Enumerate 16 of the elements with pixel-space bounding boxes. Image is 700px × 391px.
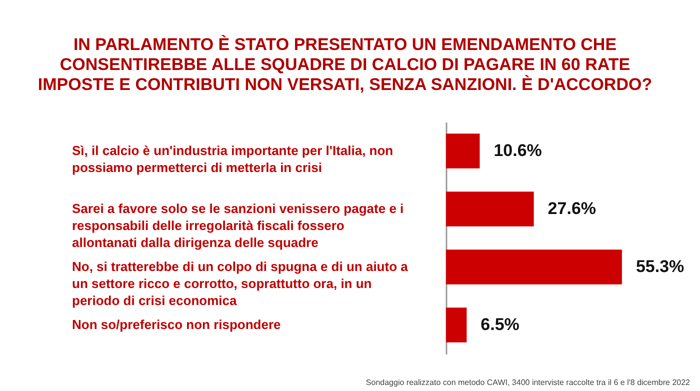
y-tick-label: Non so/preferisco non rispondere — [72, 317, 281, 332]
text: IN PARLAMENTO È STATO PRESENTATO UN EMENDAMENTO CHE — [73, 35, 617, 54]
data-label: 10.6% — [494, 141, 542, 160]
bar — [446, 134, 480, 168]
y-tick-label: Sarei a favore solo se le sanzioni venissero pagate e i responsabili delle irregolarità fiscali fossero allontanati dalla dirigenza delle squadre — [72, 201, 404, 250]
text: CONSENTIREBBE ALLE SQUADRE DI CALCIO DI PAGARE IN 60 RATE — [60, 55, 630, 74]
text: IMPOSTE E CONTRIBUTI NON VERSATI, SENZA SANZIONI. È D'ACCORDO? — [38, 75, 652, 94]
bar — [446, 192, 534, 226]
y-tick-label: Sì, il calcio è un'industria importante per l'Italia, non possiamo permetterci di metterla in crisi — [72, 143, 394, 175]
y-tick-label: No, si tratterebbe di un colpo di spugna e di un aiuto a un settore ricco e corrotto, soprattutto ora, in un periodo di crisi economica — [72, 259, 409, 308]
bar — [446, 250, 622, 284]
bar — [446, 308, 467, 342]
text: Sondaggio realizzato con metodo CAWI, 3400 interviste raccolte tra il 6 e l'8 dicembre 2022 — [366, 378, 691, 387]
data-label: 6.5% — [480, 315, 520, 334]
data-label: 27.6% — [548, 199, 596, 218]
data-label: 55.3% — [636, 257, 684, 276]
